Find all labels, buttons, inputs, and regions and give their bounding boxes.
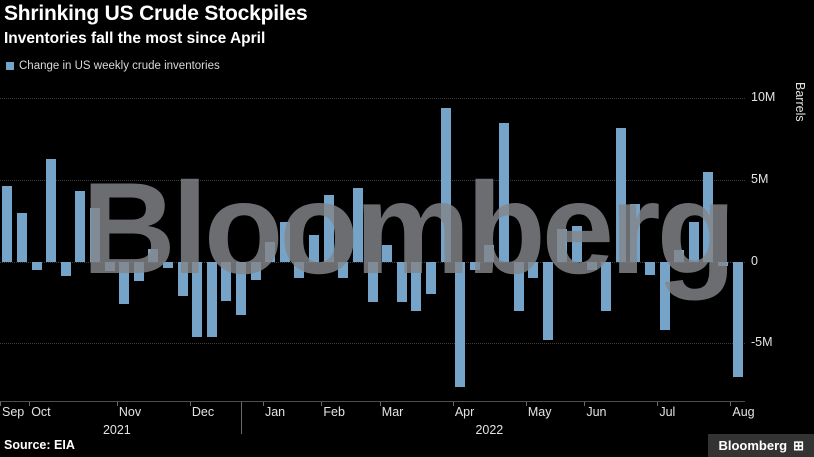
- x-axis-tick: [29, 402, 31, 406]
- x-axis-month-label: Dec: [191, 405, 215, 419]
- x-axis-tick: [262, 402, 264, 406]
- bar: [16, 212, 27, 262]
- bar: [367, 261, 378, 303]
- bar: [338, 261, 349, 278]
- bar: [177, 261, 188, 296]
- bar: [162, 261, 173, 269]
- bar: [294, 261, 305, 278]
- gridline: [0, 179, 745, 181]
- bar: [498, 122, 509, 262]
- bar: [732, 261, 743, 378]
- chart-subtitle: Inventories fall the most since April: [4, 30, 266, 47]
- bar: [265, 242, 276, 262]
- x-axis-tick: [189, 402, 191, 406]
- bar: [718, 261, 729, 267]
- bar: [557, 228, 568, 262]
- x-axis-tick: [0, 402, 1, 406]
- bar: [382, 245, 393, 262]
- x-axis-tick: [321, 402, 323, 406]
- bar: [192, 261, 203, 337]
- x-axis-month-label: Aug: [732, 405, 755, 419]
- bloomberg-terminal-icon: ⊞: [793, 437, 804, 453]
- x-axis-month-label: Oct: [31, 405, 51, 419]
- bar: [440, 108, 451, 262]
- x-axis-baseline: [0, 401, 745, 402]
- bar: [119, 261, 130, 305]
- x-axis-month-label: Jul: [659, 405, 676, 419]
- bar: [630, 204, 641, 262]
- chart-legend: Change in US weekly crude inventories: [6, 60, 220, 72]
- bar: [469, 261, 480, 270]
- x-axis-tick: [730, 402, 732, 406]
- gridline: [0, 343, 745, 345]
- x-axis-month-label: Mar: [381, 405, 404, 419]
- x-axis-year-label: 2021: [102, 423, 131, 437]
- bar: [688, 222, 699, 262]
- y-tick-label: 10M: [751, 90, 776, 105]
- bar: [703, 171, 714, 262]
- bar: [221, 261, 232, 301]
- bar: [425, 261, 436, 295]
- bar: [586, 261, 597, 270]
- bar: [279, 222, 290, 262]
- bar: [396, 261, 407, 303]
- x-axis-tick: [452, 402, 454, 406]
- x-axis-year-label: 2022: [475, 423, 504, 437]
- x-axis-month-label: Jan: [264, 405, 286, 419]
- legend-swatch-icon: [6, 62, 14, 70]
- x-axis-tick: [525, 402, 527, 406]
- bar: [659, 261, 670, 331]
- bar: [2, 186, 13, 262]
- x-axis-tick: [584, 402, 586, 406]
- x-axis-tick: [379, 402, 381, 406]
- source-attribution: Source: EIA: [4, 438, 75, 452]
- x-axis-tick: [116, 402, 118, 406]
- bar: [89, 207, 100, 262]
- bar: [455, 261, 466, 388]
- bar: [250, 261, 261, 280]
- legend-label: Change in US weekly crude inventories: [19, 60, 220, 72]
- bar: [645, 261, 656, 275]
- bar: [615, 127, 626, 262]
- bar: [309, 235, 320, 262]
- bar: [323, 194, 334, 262]
- bar: [46, 158, 57, 262]
- x-axis-month-label: Jun: [586, 405, 607, 419]
- y-tick-label: -5M: [751, 335, 773, 350]
- bar: [133, 261, 144, 282]
- bloomberg-logo: Bloomberg ⊞: [708, 434, 814, 457]
- bar: [31, 261, 42, 270]
- bar: [542, 261, 553, 340]
- bar: [674, 250, 685, 262]
- bar: [484, 245, 495, 262]
- bar: [411, 261, 422, 311]
- y-axis-title: Barrels: [793, 82, 807, 122]
- x-axis-month-label: Apr: [454, 405, 475, 419]
- bar: [528, 261, 539, 278]
- x-axis-month-label: Feb: [323, 405, 345, 419]
- x-axis-tick: [657, 402, 659, 406]
- y-tick-label: 5M: [751, 171, 769, 186]
- bar: [206, 261, 217, 337]
- bar: [352, 188, 363, 262]
- year-divider-tick: [241, 402, 243, 434]
- bar: [60, 261, 71, 277]
- x-axis-month-label: Nov: [118, 405, 142, 419]
- bar: [104, 261, 115, 272]
- x-axis-month-label: Sep: [2, 405, 25, 419]
- bar: [148, 248, 159, 262]
- bar-chart-plot-area: [0, 82, 745, 402]
- y-tick-label: 0: [751, 253, 758, 268]
- bar: [513, 261, 524, 311]
- page-title: Shrinking US Crude Stockpiles: [4, 2, 308, 25]
- gridline: [0, 98, 745, 100]
- bar: [601, 261, 612, 311]
- x-axis-month-label: May: [527, 405, 552, 419]
- bar: [75, 191, 86, 262]
- bloomberg-logo-text: Bloomberg: [718, 438, 788, 453]
- bar: [572, 225, 582, 262]
- bar: [236, 261, 247, 316]
